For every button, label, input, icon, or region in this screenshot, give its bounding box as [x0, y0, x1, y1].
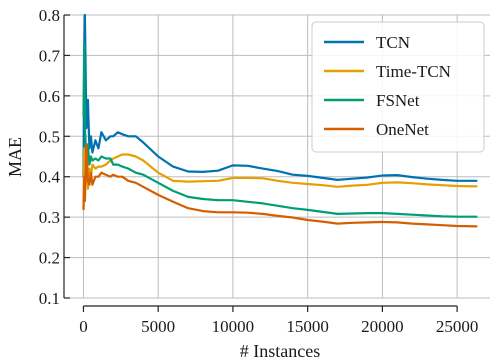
- y-tick-label: 0.5: [39, 127, 60, 146]
- x-tick-label: 5000: [141, 317, 175, 336]
- legend-label: TCN: [376, 33, 410, 52]
- series-line-onenet: [82, 143, 478, 228]
- y-tick-label: 0.1: [39, 289, 60, 308]
- axes: [63, 14, 458, 312]
- grid: [70, 14, 490, 299]
- series-line-tcn: [82, 13, 478, 182]
- x-axis-label: # Instances: [240, 341, 320, 361]
- legend-box: [311, 21, 485, 153]
- x-tick-label: 0: [79, 317, 88, 336]
- legend-label: Time-TCN: [376, 62, 451, 81]
- legend: TCN Time-TCN FSNet OneNet: [311, 21, 485, 153]
- x-tick-label: 20000: [361, 317, 404, 336]
- y-tick-label: 0.4: [39, 168, 61, 187]
- legend-label: OneNet: [376, 120, 429, 139]
- x-tick-label: 15000: [286, 317, 329, 336]
- x-tick-label: 10000: [212, 317, 255, 336]
- x-tick-label: 25000: [436, 317, 479, 336]
- legend-label: FSNet: [376, 91, 420, 110]
- y-tick-label: 0.2: [39, 249, 60, 268]
- series-line-fsnet: [82, 42, 478, 218]
- y-tick-label: 0.3: [39, 208, 60, 227]
- series-lines: [82, 13, 478, 228]
- tick-labels: 0.1 0.2 0.3 0.4 0.5 0.6 0.7 0.8 0 5000 10000 15000 2…: [39, 6, 479, 336]
- y-axis-label: MAE: [5, 137, 25, 177]
- series-line-time-tcn: [82, 147, 478, 211]
- y-tick-label: 0.8: [39, 6, 60, 25]
- y-tick-label: 0.7: [39, 46, 61, 65]
- y-tick-label: 0.6: [39, 87, 60, 106]
